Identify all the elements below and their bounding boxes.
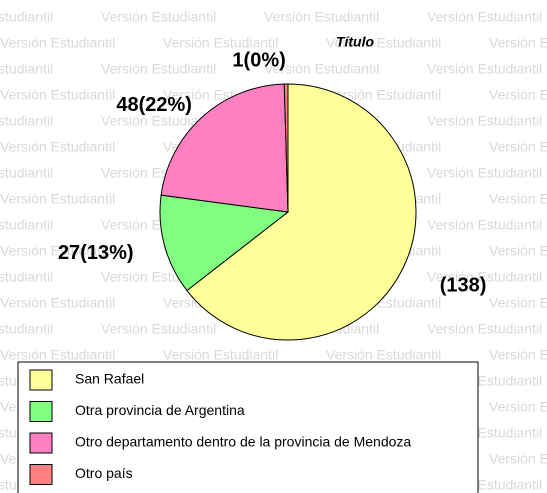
pie-slice [186,83,417,341]
watermark: Versión Estudiantil [264,61,379,77]
watermark: Versión Estudiantil [427,269,542,285]
watermark: Versión Estudiantil [0,113,53,129]
watermark: Versión Estudiantil [427,321,542,337]
watermark: Versión Estudiantil [0,165,53,181]
legend-swatch [29,369,53,391]
watermark: Versión Estudiantil [0,9,53,25]
watermark: Versión Estudiantil [0,217,53,233]
pie-slice [160,83,289,213]
watermark: Versión Estudiantil [427,9,542,25]
watermark: Versión Estudiantil [0,347,115,363]
watermark: Versión Estudiantil [427,113,542,129]
watermark: Versión Estudiantil [0,87,115,103]
data-label: 48(22%) [116,94,192,116]
watermark: Versión Estudiantil [0,139,115,155]
watermark: Versión Estudiantil [101,321,216,337]
legend-swatch [29,432,53,454]
watermark: Versión Estudiantil [0,35,115,51]
watermark: Versión Estudiantil [0,269,53,285]
legend-box [17,361,479,493]
watermark: Versión Estudiantil [101,113,216,129]
watermark: Versión Estudiantil [489,295,547,311]
legend-swatch [29,464,53,485]
watermark: Versión Estudiantil [427,165,542,181]
pie: (138) 27(13%) 48(22%) 1(0%) [58,49,487,341]
watermark: Versión Estudiantil [0,191,115,207]
watermark: Versión Estudiantil [326,347,441,363]
legend-label: Otro país [75,465,133,481]
data-label: 27(13%) [58,242,134,264]
legend-label: Otra provincia de Argentina [75,402,245,418]
watermark: Versión Estudiantil [264,9,379,25]
watermark: Versión Estudiantil [489,191,547,207]
watermark: Versión Estudiantil [489,399,547,415]
watermark: Versión Estudiantil [489,87,547,103]
legend: San Rafael Otra provincia de Argentina Otr… [29,369,411,485]
pie-slice [283,83,289,213]
data-label: 1(0%) [232,49,285,71]
legend-label: San Rafael [75,371,144,387]
legend-swatch [29,401,53,422]
data-label: (138) [440,275,487,297]
watermark: Versión Estudiantil [489,35,547,51]
watermark: Versión Estudiantil [0,295,115,311]
chart-title: Título [336,34,375,50]
watermark: Versión Estudiantil [489,243,547,259]
watermark: Versión Estudiantil [101,61,216,77]
watermark: Versión Estudiantil [489,139,547,155]
watermark: Versión Estudiantil [0,321,53,337]
pie-slice [159,194,290,292]
watermark: Versión Estudiantil [427,61,542,77]
watermark: Versión Estudiantil [427,217,542,233]
legend-label: Otro departamento dentro de la provincia… [75,434,411,450]
watermark: Versión Estudiantil [489,451,547,467]
watermark: Versión Estudiantil [0,243,115,259]
watermark: Versión Estudiantil [163,347,278,363]
watermark: Versión Estudiantil [326,35,441,51]
watermark: Versión Estudiantil [163,35,278,51]
watermark: Versión Estudiantil [489,347,547,363]
watermark: Versión Estudiantil [101,9,216,25]
watermark: Versión Estudiantil [326,87,441,103]
watermark: Versión Estudiantil [0,61,53,77]
